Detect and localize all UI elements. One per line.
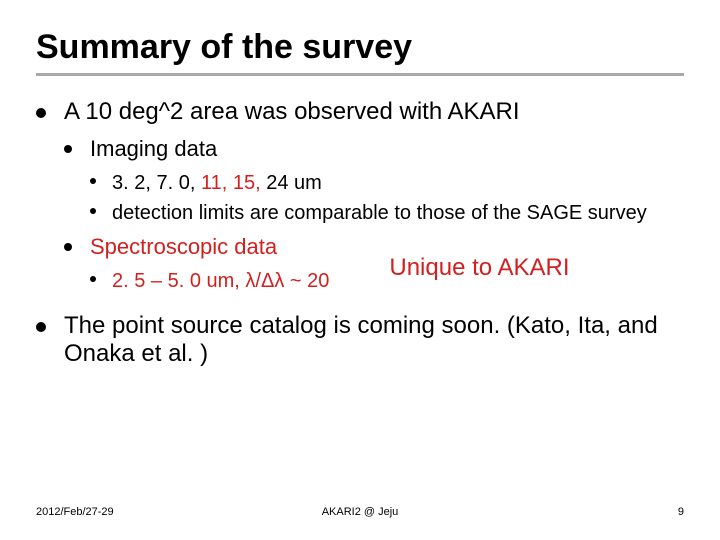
footer-venue: AKARI2 @ Jeju (322, 506, 399, 518)
spectroscopic-row: Spectroscopic data 2. 5 – 5. 0 um, λ/Δλ … (90, 234, 684, 302)
bullet-text-red: Spectroscopic data (90, 234, 277, 259)
bullet-list-lvl3: 2. 5 – 5. 0 um, λ/Δλ ~ 20 (90, 268, 329, 294)
bullet-list-lvl1: A 10 deg^2 area was observed with AKARI … (36, 98, 684, 368)
bullet-text: Imaging data (90, 136, 217, 161)
bullet-item-1: A 10 deg^2 area was observed with AKARI … (36, 98, 684, 302)
bullet-item-1b: Spectroscopic data 2. 5 – 5. 0 um, λ/Δλ … (64, 234, 684, 302)
bullet-text: 3. 2, 7. 0, (112, 172, 201, 194)
slide-title: Summary of the survey (36, 28, 684, 67)
footer-date: 2012/Feb/27-29 (36, 506, 114, 518)
bullet-text-red: 11, 15, (201, 172, 261, 194)
spectroscopic-block: Spectroscopic data 2. 5 – 5. 0 um, λ/Δλ … (90, 234, 329, 302)
bullet-item-2: The point source catalog is coming soon.… (36, 312, 684, 368)
bullet-text: The point source catalog is coming soon.… (64, 312, 658, 367)
bullet-item-1a-ii: detection limits are comparable to those… (90, 200, 684, 226)
bullet-text-red: 2. 5 – 5. 0 um, λ/Δλ ~ 20 (112, 270, 329, 292)
bullet-list-lvl2: Imaging data 3. 2, 7. 0, 11, 15, 24 um d… (64, 136, 684, 302)
bullet-text: detection limits are comparable to those… (112, 202, 647, 224)
footer-page-number: 9 (678, 506, 684, 518)
bullet-text-tail: 24 um (261, 172, 322, 194)
bullet-item-1b-i: 2. 5 – 5. 0 um, λ/Δλ ~ 20 (90, 268, 329, 294)
slide: Summary of the survey A 10 deg^2 area wa… (0, 0, 720, 540)
title-underline (36, 73, 684, 76)
unique-to-akari-label: Unique to AKARI (389, 254, 569, 282)
bullet-text: A 10 deg^2 area was observed with AKARI (64, 98, 520, 125)
bullet-item-1a-i: 3. 2, 7. 0, 11, 15, 24 um (90, 170, 684, 196)
bullet-item-1a: Imaging data 3. 2, 7. 0, 11, 15, 24 um d… (64, 136, 684, 226)
bullet-list-lvl3: 3. 2, 7. 0, 11, 15, 24 um detection limi… (90, 170, 684, 226)
slide-footer: 2012/Feb/27-29 AKARI2 @ Jeju 9 (36, 506, 684, 518)
